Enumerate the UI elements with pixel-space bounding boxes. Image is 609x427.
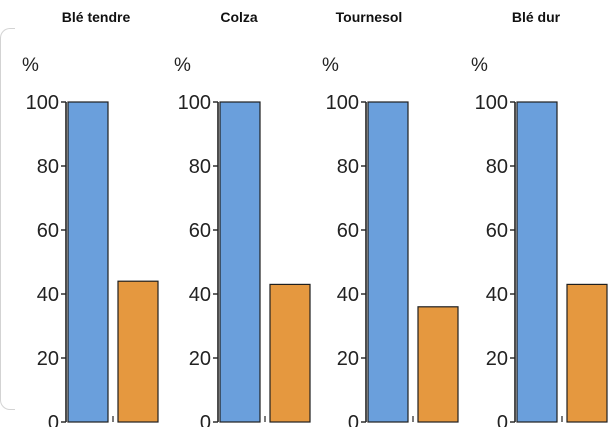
y-tick-label: 0 <box>497 412 508 427</box>
bar-secondary <box>566 283 608 423</box>
y-tick-label: 20 <box>37 348 59 370</box>
chart-title: Blé dur <box>512 9 561 25</box>
y-tick-label: 100 <box>326 92 359 114</box>
chart-title: Tournesol <box>336 9 403 25</box>
bar-primary <box>367 101 409 423</box>
y-tick-label: 0 <box>48 412 59 427</box>
y-axis-unit-label: % <box>471 55 488 76</box>
y-axis-unit-label: % <box>22 55 39 76</box>
y-axis-unit-label: % <box>322 55 339 76</box>
y-tick-label: 20 <box>337 348 359 370</box>
y-axis-unit-label: % <box>174 55 191 76</box>
y-tick-label: 0 <box>200 412 211 427</box>
bar-primary <box>67 101 109 423</box>
y-tick-label: 80 <box>189 156 211 178</box>
y-tick-label: 100 <box>475 92 508 114</box>
y-tick-label: 80 <box>486 156 508 178</box>
chart-title: Blé tendre <box>62 9 131 25</box>
bar-primary <box>219 101 261 423</box>
y-tick-label: 40 <box>337 284 359 306</box>
y-tick-label: 40 <box>486 284 508 306</box>
bar-secondary <box>269 283 311 423</box>
y-tick-label: 20 <box>189 348 211 370</box>
y-tick-label: 60 <box>189 220 211 242</box>
y-tick-label: 60 <box>337 220 359 242</box>
y-tick-label: 0 <box>348 412 359 427</box>
bar-secondary <box>417 306 459 423</box>
bar-primary <box>516 101 558 423</box>
bar-secondary <box>117 280 159 423</box>
y-tick-label: 40 <box>189 284 211 306</box>
chart-frame-edge <box>0 28 15 410</box>
y-tick-label: 80 <box>337 156 359 178</box>
y-tick-label: 100 <box>26 92 59 114</box>
y-tick-label: 20 <box>486 348 508 370</box>
y-tick-label: 60 <box>37 220 59 242</box>
y-tick-label: 80 <box>37 156 59 178</box>
chart-title: Colza <box>220 9 258 25</box>
y-tick-label: 60 <box>486 220 508 242</box>
y-tick-label: 100 <box>178 92 211 114</box>
y-tick-label: 40 <box>37 284 59 306</box>
